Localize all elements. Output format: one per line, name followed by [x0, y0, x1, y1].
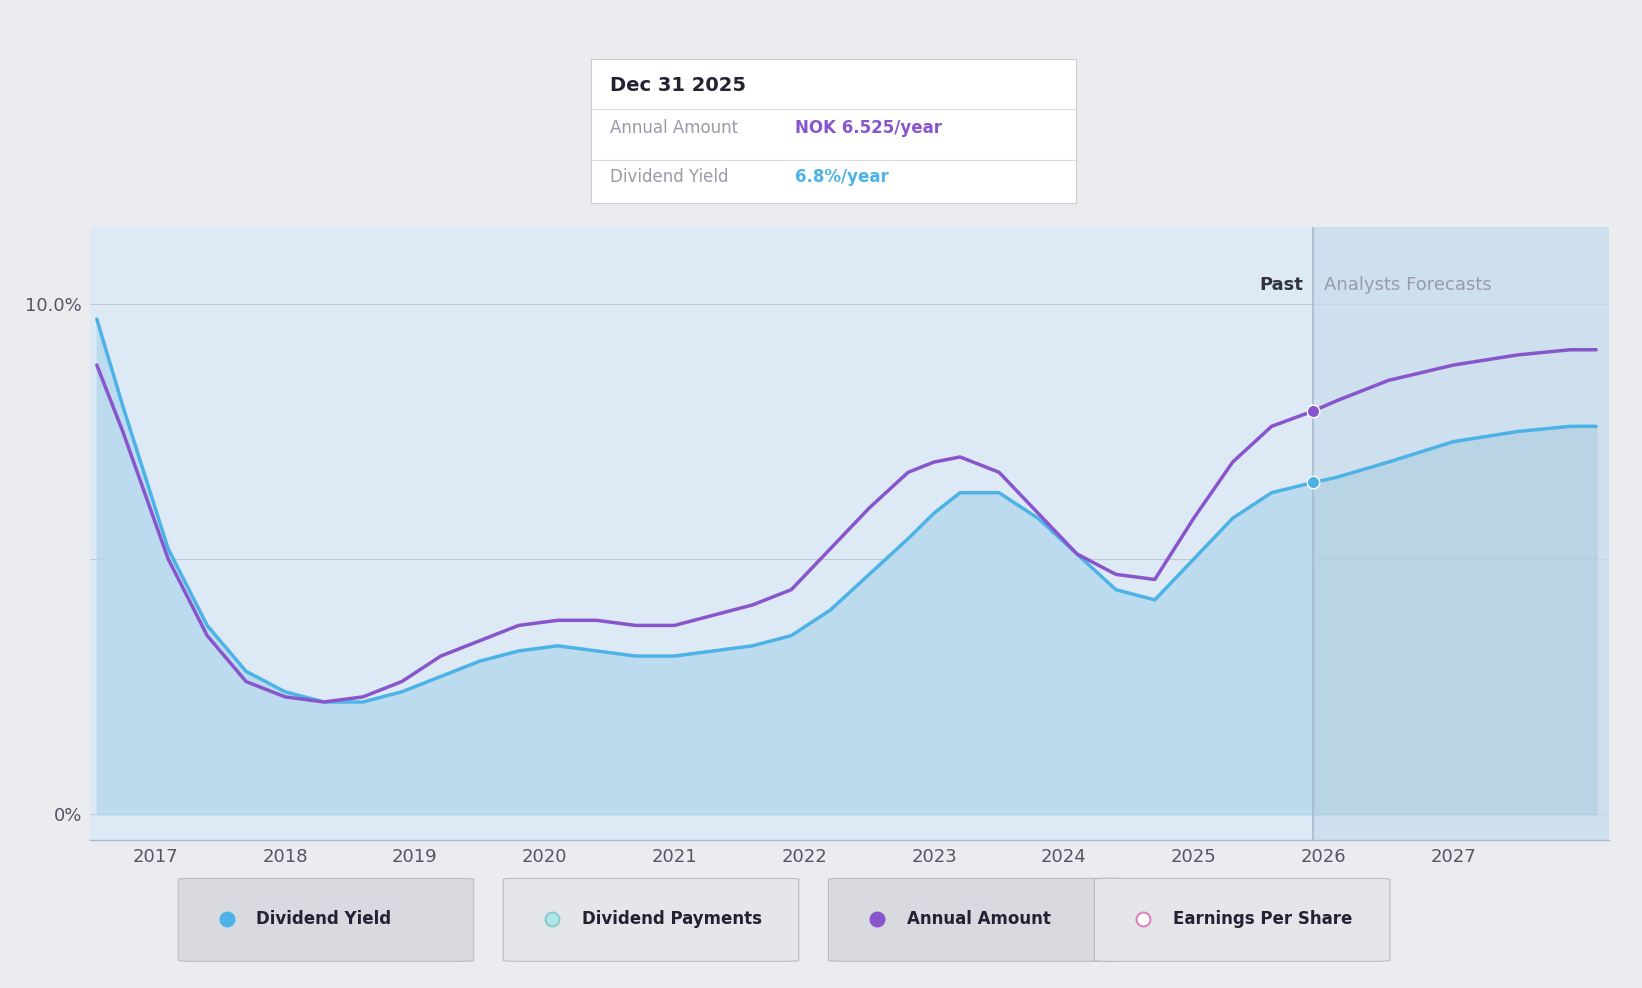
FancyBboxPatch shape [829, 878, 1123, 961]
Bar [1314, 227, 1609, 840]
FancyBboxPatch shape [502, 878, 800, 961]
Text: 6.8%/year: 6.8%/year [795, 168, 888, 186]
Text: Annual Amount: Annual Amount [906, 910, 1051, 928]
Text: Dividend Yield: Dividend Yield [611, 168, 729, 186]
FancyBboxPatch shape [179, 878, 475, 961]
FancyBboxPatch shape [1094, 878, 1389, 961]
Text: Dividend Payments: Dividend Payments [581, 910, 762, 928]
Text: Past: Past [1259, 276, 1302, 293]
Text: Dec 31 2025: Dec 31 2025 [611, 76, 747, 96]
Text: Annual Amount: Annual Amount [611, 120, 739, 137]
Text: NOK 6.525/year: NOK 6.525/year [795, 120, 941, 137]
Text: Dividend Yield: Dividend Yield [256, 910, 391, 928]
Text: Earnings Per Share: Earnings Per Share [1172, 910, 1351, 928]
Text: Analysts Forecasts: Analysts Forecasts [1323, 276, 1491, 293]
